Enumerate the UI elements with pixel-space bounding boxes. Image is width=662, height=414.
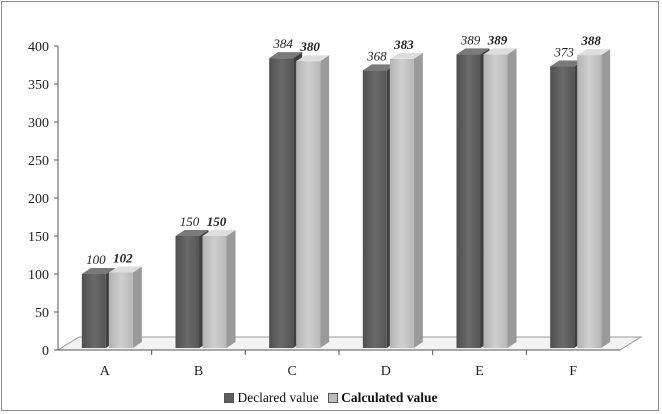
x-tick-label: D xyxy=(381,364,391,379)
bar-calculated xyxy=(202,230,236,348)
legend-item-calculated: Calculated value xyxy=(328,390,438,406)
data-label-calculated: 380 xyxy=(299,39,320,54)
data-label-declared: 150 xyxy=(180,214,200,229)
bar-top-face xyxy=(456,48,490,55)
bar-front-face xyxy=(81,274,106,348)
chart-bars xyxy=(81,48,611,349)
bar-calculated xyxy=(483,48,517,349)
data-label-declared: 373 xyxy=(553,45,574,60)
y-tick-label: 100 xyxy=(28,268,49,283)
bar-side-face xyxy=(132,266,142,348)
bar-top-face xyxy=(108,266,142,273)
x-tick-label: C xyxy=(287,364,296,379)
legend-label-calculated: Calculated value xyxy=(341,390,438,405)
data-label-declared: 100 xyxy=(86,252,106,267)
y-tick-label: 350 xyxy=(28,78,49,93)
y-tick-label: 0 xyxy=(42,344,49,359)
data-label-calculated: 388 xyxy=(580,33,601,48)
bar-calculated xyxy=(577,49,611,349)
bar-front-face xyxy=(296,61,321,348)
data-label-declared: 389 xyxy=(460,32,481,47)
bar-top-face xyxy=(202,230,236,236)
bar-side-face xyxy=(320,55,330,348)
legend-label-declared: Declared value xyxy=(237,390,319,405)
bar-front-face xyxy=(269,58,294,348)
bar-top-face xyxy=(483,48,517,55)
y-tick-label: 250 xyxy=(28,154,49,169)
bar-front-face xyxy=(202,236,227,348)
bar-top-face xyxy=(577,49,611,56)
bar-front-face xyxy=(108,272,133,348)
bar-calculated xyxy=(296,55,330,348)
bar-top-face xyxy=(81,268,115,274)
y-tick-label: 400 xyxy=(28,40,49,55)
bar-front-face xyxy=(362,70,387,348)
bar-calculated xyxy=(108,266,142,348)
bar-front-face xyxy=(483,54,508,349)
bar-side-face xyxy=(226,230,236,348)
data-label-declared: 384 xyxy=(272,36,293,51)
bar-front-face xyxy=(456,54,481,349)
bar-top-face xyxy=(269,52,303,59)
bar-top-face xyxy=(362,64,396,71)
y-tick-label: 150 xyxy=(28,230,49,245)
data-label-calculated: 150 xyxy=(207,214,227,229)
bar-calculated xyxy=(389,52,423,349)
data-label-calculated: 389 xyxy=(487,32,508,47)
legend-swatch-calculated xyxy=(328,393,339,403)
x-tick-label: E xyxy=(475,364,484,379)
legend-item-declared: Declared value xyxy=(224,390,319,406)
x-tick-label: A xyxy=(100,364,111,379)
bar-side-face xyxy=(507,48,517,349)
bar-front-face xyxy=(577,55,602,349)
bar-side-face xyxy=(413,52,423,349)
y-tick-label: 200 xyxy=(28,192,49,207)
y-tick-label: 300 xyxy=(28,116,49,131)
bar-top-face xyxy=(389,52,423,59)
data-label-calculated: 383 xyxy=(393,37,414,52)
chart-legend: Declared value Calculated value xyxy=(0,390,662,407)
bar-top-face xyxy=(296,55,330,62)
x-tick-label: F xyxy=(569,364,577,379)
bar-declared xyxy=(550,60,584,349)
bar-top-face xyxy=(175,230,209,236)
x-tick-label: B xyxy=(194,364,203,379)
data-label-calculated: 102 xyxy=(113,250,133,265)
chart-labels: 100 102 150 150 384 380 368 383 389 389 373 388 xyxy=(86,32,601,267)
legend-swatch-declared xyxy=(224,393,235,403)
bar-side-face xyxy=(601,49,611,349)
bar-top-face xyxy=(550,60,584,67)
y-tick-label: 50 xyxy=(35,306,49,321)
bar-front-face xyxy=(389,58,414,349)
bar-front-face xyxy=(175,236,200,348)
bar-front-face xyxy=(550,66,575,349)
data-label-declared: 368 xyxy=(366,48,387,63)
